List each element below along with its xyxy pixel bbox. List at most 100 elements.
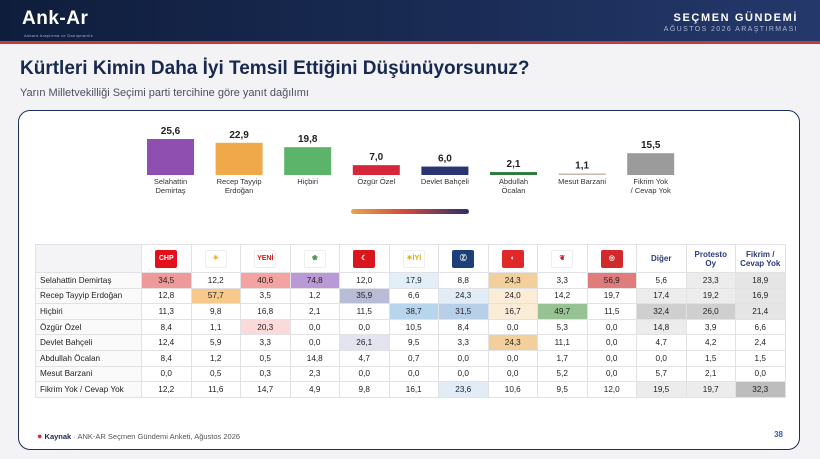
- table-cell: 0,0: [339, 318, 390, 336]
- party-column-header: ◐: [487, 244, 538, 273]
- table-cell: 2,1: [289, 303, 340, 320]
- table-cell: 57,7: [190, 287, 241, 305]
- party-column-header: ◎: [586, 244, 637, 273]
- table-row: Hiçbiri 11,3 9,8 16,8 2,1 11,5 38,7 31,5 16,7 49,…: [35, 303, 786, 320]
- table-cell: 14,7: [240, 381, 291, 398]
- table-body: Selahattin Demirtaş 34,5 12,2 40,6 74,8 12,0 1…: [35, 272, 786, 398]
- table-cell: 12,8: [141, 287, 192, 305]
- party-logo-icon: ❀: [303, 249, 326, 268]
- row-label: Selahattin Demirtaş: [35, 272, 142, 289]
- table-cell: 9,8: [339, 381, 390, 398]
- table-cell: 0,0: [735, 365, 786, 383]
- table-cell: 0,0: [289, 318, 340, 336]
- table-row: Abdullah Öcalan 8,4 1,2 0,5 14,8 4,7 0,7 0,0 0,0…: [35, 349, 786, 367]
- party-column-header: CHP: [141, 244, 192, 273]
- table-cell: 32,3: [735, 381, 786, 398]
- page-title: Kürtleri Kimin Daha İyi Temsil Ettiğini …: [20, 58, 530, 79]
- table-cell: 12,0: [339, 272, 390, 289]
- category-label: Erdoğan: [225, 186, 253, 195]
- category-label: / Cevap Yok: [631, 186, 671, 195]
- table-cell: 24,0: [487, 287, 538, 305]
- header-banner: Ank-Ar Ankara Araştırma ve Danışmanlık S…: [0, 0, 820, 44]
- row-label: Hiçbiri: [35, 303, 142, 320]
- table-cell: 0,3: [240, 365, 291, 383]
- party-logo-icon: ❦: [551, 249, 574, 268]
- table-cell: 0,0: [586, 365, 637, 383]
- category-label: Fikrim Yok: [633, 177, 668, 186]
- table-cell: 0,0: [438, 349, 489, 367]
- bar: [284, 147, 332, 175]
- table-cell: 16,9: [735, 287, 786, 305]
- extra-column-header: Diğer: [636, 244, 687, 273]
- category-label: Devlet Bahçeli: [421, 177, 469, 186]
- category-label: Mesut Barzani: [558, 177, 606, 186]
- bar: [490, 172, 537, 175]
- table-cell: 8,4: [141, 349, 192, 367]
- bar: [627, 153, 675, 175]
- table-cell: 17,9: [388, 272, 439, 289]
- party-logo-icon: ☀: [204, 249, 227, 268]
- table-cell: 17,4: [636, 287, 687, 305]
- extra-column-header: Fikrim / Cevap Yok: [735, 244, 786, 273]
- bar-value-label: 19,8: [298, 134, 318, 145]
- table-cell: 11,3: [141, 303, 192, 320]
- table-cell: 34,5: [141, 272, 192, 289]
- page-subtitle: Yarın Milletvekilliği Seçimi parti terci…: [20, 87, 309, 99]
- table-row: Selahattin Demirtaş 34,5 12,2 40,6 74,8 12,0 1…: [35, 272, 786, 289]
- party-column-header: ☾: [339, 244, 390, 273]
- content-card: 25,6 Selahattin Demirtaş 22,9 Recep Tayyip Er…: [18, 110, 800, 450]
- table-cell: 16,1: [388, 381, 439, 398]
- bar: [558, 173, 606, 175]
- source-note: ● Kaynak · ANK-AR Seçmen Gündemi Anketi,…: [37, 431, 240, 441]
- table-cell: 16,7: [487, 303, 538, 320]
- table-cell: 3,3: [537, 272, 588, 289]
- bar-value-label: 25,6: [161, 126, 181, 137]
- table-cell: 5,7: [636, 365, 687, 383]
- party-column-header: ❦: [537, 244, 588, 273]
- table-cell: 11,5: [586, 303, 637, 320]
- table-cell: 1,2: [190, 349, 241, 367]
- table-cell: 5,2: [537, 365, 588, 383]
- table-cell: 11,5: [339, 303, 390, 320]
- table-cell: 26,1: [339, 334, 390, 351]
- party-column-header: ☀İYİ: [388, 244, 439, 273]
- logo-subtitle: Ankara Araştırma ve Danışmanlık: [24, 33, 93, 38]
- table-corner: [35, 244, 142, 273]
- table-row: Devlet Bahçeli 12,4 5,9 3,3 0,0 26,1 9,5 3,3 24,…: [35, 334, 786, 351]
- table-cell: 3,5: [240, 287, 291, 305]
- bar-value-label: 15,5: [641, 140, 661, 151]
- table-cell: 74,8: [289, 272, 340, 289]
- table-cell: 20,3: [240, 318, 291, 336]
- extra-column-header: Protesto Oy: [685, 244, 736, 273]
- table-cell: 21,4: [735, 303, 786, 320]
- category-label: Öcalan: [502, 186, 526, 195]
- party-logo-icon: Ⓩ: [452, 249, 475, 268]
- table-cell: 12,4: [141, 334, 192, 351]
- table-cell: 0,0: [586, 318, 637, 336]
- table-cell: 49,7: [537, 303, 588, 320]
- category-label: Demirtaş: [155, 186, 185, 195]
- table-cell: 0,0: [339, 365, 390, 383]
- table-cell: 14,8: [289, 349, 340, 367]
- table-cell: 0,0: [388, 365, 439, 383]
- table-cell: 0,0: [141, 365, 192, 383]
- table-cell: 26,0: [685, 303, 736, 320]
- table-cell: 0,5: [240, 349, 291, 367]
- table-header-row: CHP ☀ YENİ ❀ ☾ ☀İYİ Ⓩ ◐ ❦ ◎ Diğer Protesto Oy Fikrim …: [35, 244, 786, 273]
- table-cell: 5,3: [537, 318, 588, 336]
- table-cell: 9,5: [537, 381, 588, 398]
- bar-value-label: 22,9: [229, 130, 249, 141]
- row-label: Devlet Bahçeli: [35, 334, 142, 351]
- party-logo-icon: ◎: [600, 249, 623, 268]
- divider-bar: [351, 209, 469, 214]
- table-cell: 35,9: [339, 287, 390, 305]
- table-cell: 0,7: [388, 349, 439, 367]
- table-cell: 32,4: [636, 303, 687, 320]
- party-logo-icon: ◐: [501, 249, 524, 268]
- table-cell: 1,1: [190, 318, 241, 336]
- table-cell: 24,3: [438, 287, 489, 305]
- table-cell: 1,5: [685, 349, 736, 367]
- bar-value-label: 7,0: [369, 152, 383, 163]
- table-cell: 11,1: [537, 334, 588, 351]
